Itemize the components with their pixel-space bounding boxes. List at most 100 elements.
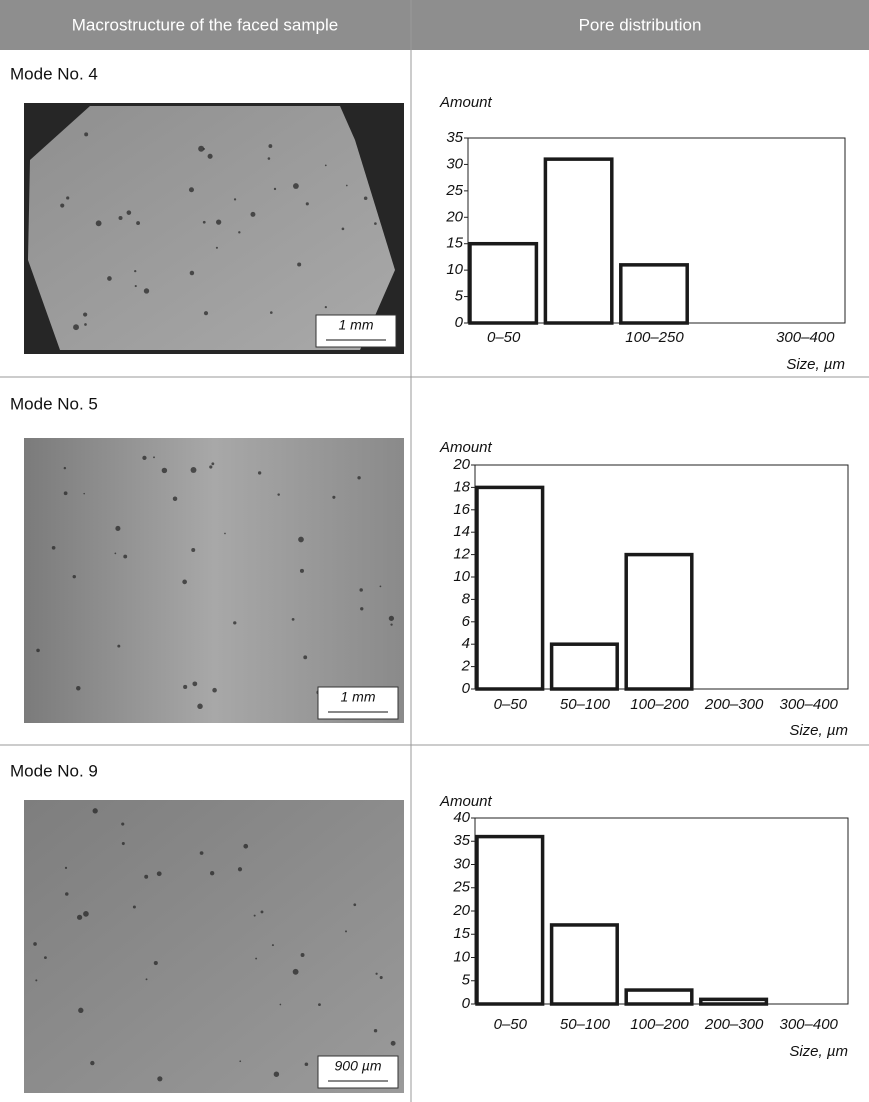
y-tick-label: 15 xyxy=(453,925,470,942)
y-tick-label: 12 xyxy=(453,546,470,563)
photo-speck xyxy=(254,915,256,917)
photo xyxy=(24,800,404,1093)
photo-speck xyxy=(212,688,217,693)
photo-speck xyxy=(380,976,383,979)
photo-speck xyxy=(76,686,81,691)
y-tick-label: 15 xyxy=(446,235,463,252)
photo-speck xyxy=(325,165,327,167)
x-tick-label: 300–400 xyxy=(776,329,835,346)
header-cell: Macrostructure of the faced sample xyxy=(72,15,338,34)
photo-speck xyxy=(255,958,257,960)
photo-speck xyxy=(359,588,362,591)
photo-speck xyxy=(144,288,149,293)
photo-speck xyxy=(162,468,167,473)
y-tick-label: 35 xyxy=(446,129,463,146)
y-tick-label: 20 xyxy=(452,902,470,919)
y-tick-label: 10 xyxy=(453,568,470,585)
photo-speck xyxy=(297,262,301,266)
photo-speck xyxy=(133,905,136,908)
photo-speck xyxy=(84,323,87,326)
photo-speck xyxy=(380,585,382,587)
photo-speck xyxy=(360,607,363,610)
x-tick-label: 0–50 xyxy=(494,1016,528,1033)
photo-speck xyxy=(144,875,148,879)
y-axis-label: Amount xyxy=(439,94,493,111)
photo-speck xyxy=(83,493,85,495)
photo-speck xyxy=(270,311,273,314)
bar xyxy=(477,487,543,689)
photo-speck xyxy=(390,623,392,625)
photo-speck xyxy=(117,645,120,648)
photo-speck xyxy=(198,146,204,152)
photo-speck xyxy=(204,311,208,315)
photo-speck xyxy=(298,537,304,543)
photo-speck xyxy=(115,526,120,531)
row-label: Mode No. 5 xyxy=(10,394,98,413)
y-tick-label: 2 xyxy=(461,658,471,675)
photo-speck xyxy=(391,1041,396,1046)
photo-speck xyxy=(183,685,187,689)
photo-speck xyxy=(189,187,194,192)
photo-speck xyxy=(77,915,82,920)
photo-speck xyxy=(357,476,360,479)
y-tick-label: 0 xyxy=(462,995,471,1012)
y-tick-label: 0 xyxy=(455,314,464,331)
y-tick-label: 18 xyxy=(453,478,470,495)
y-tick-label: 20 xyxy=(452,456,470,473)
photo-speck xyxy=(191,548,195,552)
photo-speck xyxy=(216,220,221,225)
photo-speck xyxy=(107,276,112,281)
y-tick-label: 35 xyxy=(453,832,470,849)
photo-speck xyxy=(66,196,69,199)
photo-speck xyxy=(332,496,335,499)
y-tick-label: 8 xyxy=(462,590,471,607)
row-label: Mode No. 9 xyxy=(10,761,98,780)
photo-speck xyxy=(146,978,148,980)
y-tick-label: 5 xyxy=(462,972,471,989)
photo-speck xyxy=(306,202,309,205)
photo-speck xyxy=(305,1062,309,1066)
x-tick-label: 100–250 xyxy=(625,329,684,346)
photo-speck xyxy=(303,655,307,659)
photo-speck xyxy=(173,496,177,500)
photo-speck xyxy=(83,911,89,917)
photo-speck xyxy=(210,871,214,875)
x-axis-label: Size, µm xyxy=(789,722,848,739)
photo-speck xyxy=(64,491,68,495)
scale-label: 900 µm xyxy=(335,1058,382,1074)
photo xyxy=(24,438,404,723)
photo-speck xyxy=(203,221,206,224)
photo-speck xyxy=(239,1060,241,1062)
photo-speck xyxy=(114,552,116,554)
photo-speck xyxy=(135,285,137,287)
y-tick-label: 10 xyxy=(453,948,470,965)
photo-speck xyxy=(261,910,264,913)
x-tick-label: 100–200 xyxy=(630,696,689,713)
photo-speck xyxy=(182,580,187,585)
photo-speck xyxy=(122,842,125,845)
photo-speck xyxy=(134,270,136,272)
photo-speck xyxy=(224,533,226,535)
bar xyxy=(477,837,543,1004)
bar xyxy=(545,159,611,323)
photo-speck xyxy=(345,930,347,932)
photo-speck xyxy=(301,953,305,957)
bar xyxy=(552,644,618,689)
header-cell: Pore distribution xyxy=(579,15,702,34)
figure: Macrostructure of the faced sample Pore … xyxy=(0,0,869,1102)
photo-speck xyxy=(375,973,377,975)
photo-speck xyxy=(233,621,236,624)
photo-speck xyxy=(90,1061,94,1065)
photo-speck xyxy=(238,231,240,233)
y-tick-label: 30 xyxy=(453,855,470,872)
photo-speck xyxy=(191,467,197,473)
x-tick-label: 0–50 xyxy=(487,329,521,346)
photo-speck xyxy=(142,456,146,460)
row-label: Mode No. 4 xyxy=(10,64,98,83)
photo-speck xyxy=(121,822,124,825)
photo-speck xyxy=(209,465,212,468)
x-tick-label: 0–50 xyxy=(494,696,528,713)
bar xyxy=(470,244,536,323)
photo-speck xyxy=(157,871,162,876)
photo-speck xyxy=(73,575,76,578)
